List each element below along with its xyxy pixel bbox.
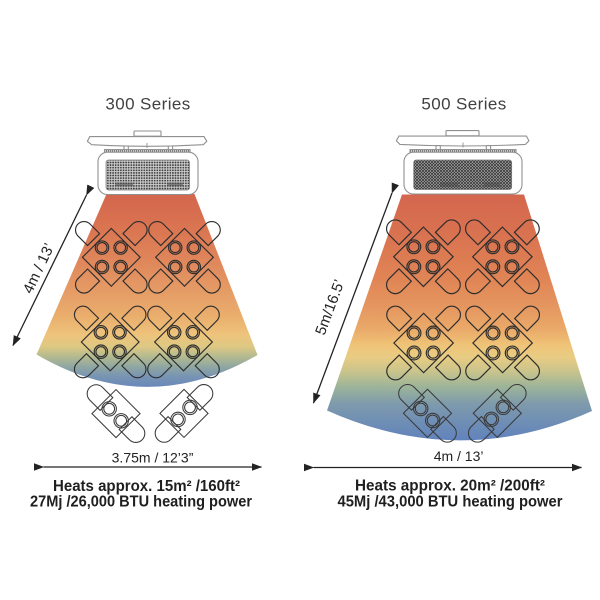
svg-text:3.75m / 12’3”: 3.75m / 12’3” (112, 450, 194, 466)
svg-text:27Mj /26,000 BTU heating power: 27Mj /26,000 BTU heating power (30, 494, 252, 511)
svg-text:Heats approx. 20m² /200ft²: Heats approx. 20m² /200ft² (355, 478, 545, 495)
svg-text:500 Series: 500 Series (421, 95, 506, 114)
svg-text:300 Series: 300 Series (105, 95, 190, 114)
svg-text:4m / 13’: 4m / 13’ (20, 241, 58, 296)
svg-text:45Mj /43,000 BTU heating power: 45Mj /43,000 BTU heating power (338, 494, 563, 511)
svg-text:5m/16.5’: 5m/16.5’ (312, 277, 348, 337)
svg-text:4m / 13’: 4m / 13’ (434, 448, 484, 464)
svg-text:Heats approx. 15m² /160ft²: Heats approx. 15m² /160ft² (53, 478, 240, 495)
